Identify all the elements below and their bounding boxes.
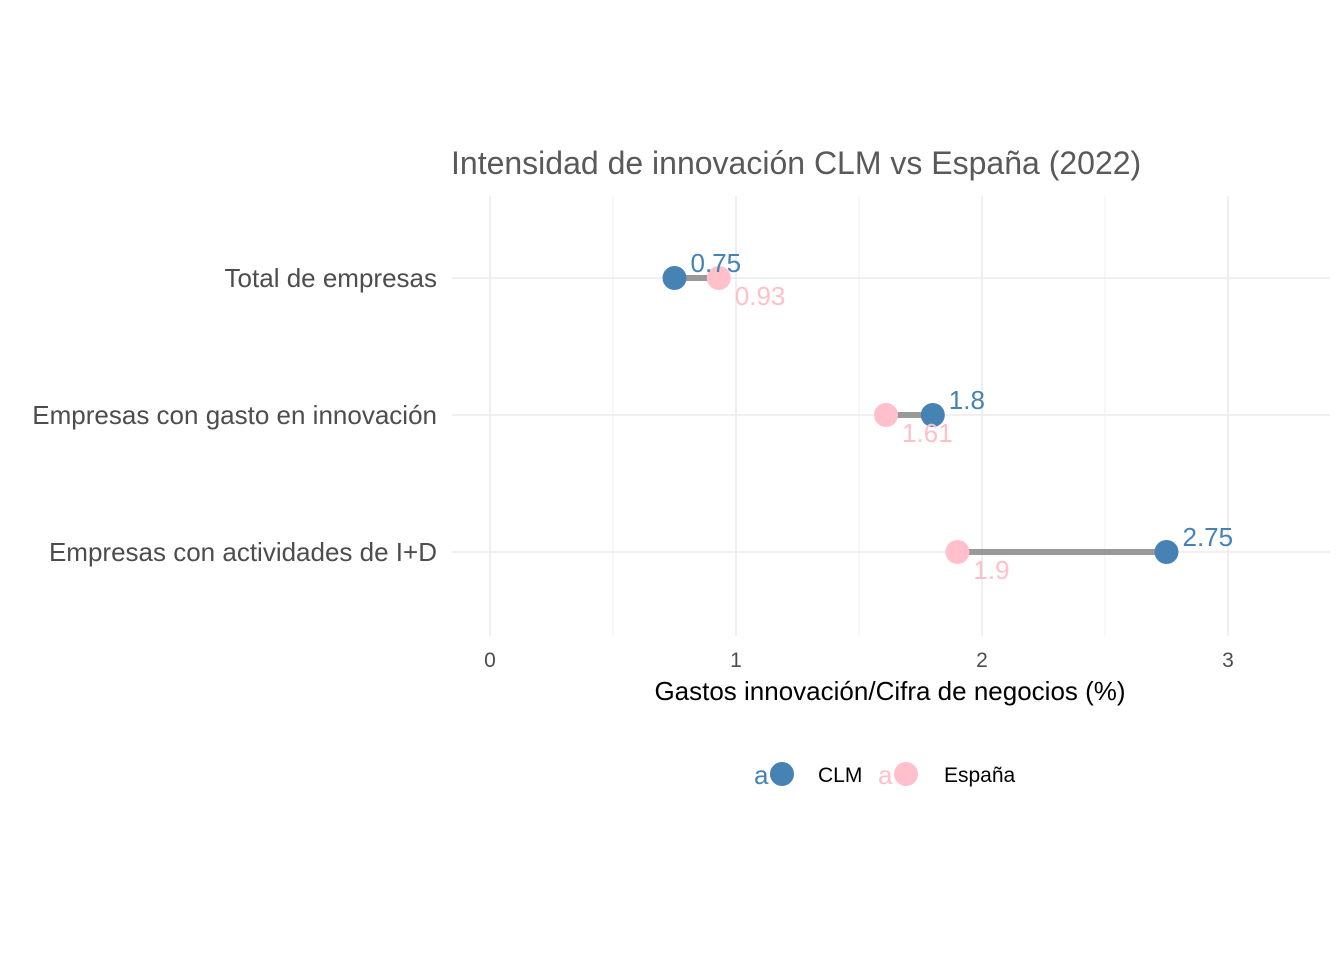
label-clm-0: 0.75 xyxy=(691,248,742,278)
category-label-0: Total de empresas xyxy=(225,263,437,293)
x-tick-label-0: 0 xyxy=(484,649,496,672)
category-label-1: Empresas con gasto en innovación xyxy=(32,400,437,430)
x-tick-label-1: 1 xyxy=(730,649,742,672)
point-espana-2 xyxy=(945,540,970,564)
x-tick-label-2: 2 xyxy=(976,649,988,672)
legend-label-0: CLM xyxy=(818,764,862,787)
label-espana-2: 1.9 xyxy=(973,555,1009,585)
point-espana-0 xyxy=(706,266,731,290)
category-label-2: Empresas con actividades de I+D xyxy=(49,537,437,567)
legend-key-point-1 xyxy=(894,762,918,786)
data-points xyxy=(662,266,1179,564)
legend: a CLM a España xyxy=(754,760,1016,790)
category-labels: Total de empresas Empresas con gasto en i… xyxy=(32,263,437,567)
point-clm-2 xyxy=(1154,540,1179,564)
legend-key-glyph-0: a xyxy=(754,760,769,790)
legend-key-glyph-1: a xyxy=(878,760,893,790)
legend-item-0: a CLM xyxy=(754,760,862,790)
x-axis-title: Gastos innovación/Cifra de negocios (%) xyxy=(654,676,1125,706)
legend-key-point-0 xyxy=(770,762,794,786)
point-clm-1 xyxy=(920,403,945,427)
point-clm-0 xyxy=(662,266,687,290)
x-tick-label-3: 3 xyxy=(1222,649,1234,672)
x-tick-labels: 0 1 2 3 xyxy=(484,649,1234,672)
label-espana-1: 1.61 xyxy=(902,418,953,448)
label-clm-1: 1.8 xyxy=(949,385,985,415)
chart-title: Intensidad de innovación CLM vs España (… xyxy=(451,145,1141,181)
legend-label-1: España xyxy=(944,764,1016,787)
label-clm-2: 2.75 xyxy=(1183,522,1234,552)
data-labels: 0.750.93 1.81.61 2.75 1.9 xyxy=(691,248,1234,585)
point-espana-1 xyxy=(874,403,899,427)
legend-item-1: a España xyxy=(878,760,1016,790)
label-espana-0: 0.93 xyxy=(735,281,786,311)
